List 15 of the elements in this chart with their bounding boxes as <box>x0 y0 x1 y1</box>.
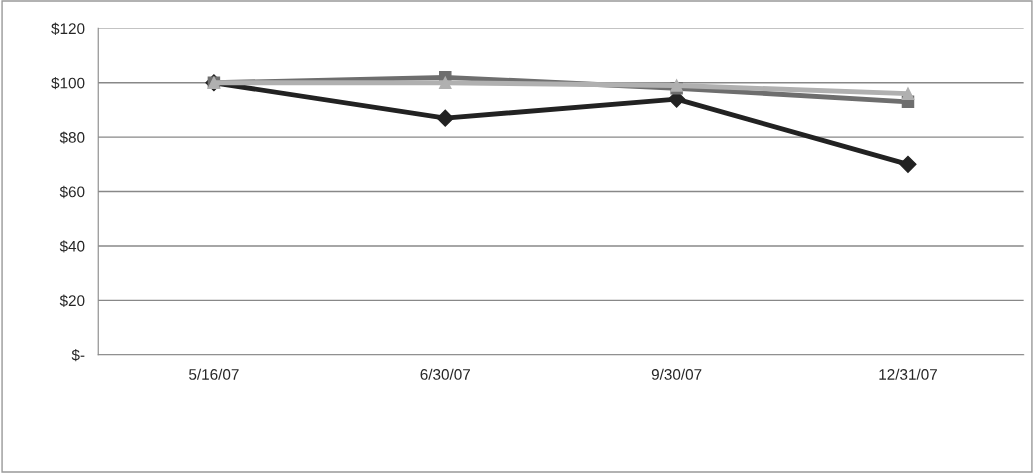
x-tick-label: 5/16/07 <box>189 368 239 380</box>
y-tick-label: $20 <box>59 294 85 307</box>
y-tick-label: $60 <box>59 185 85 199</box>
y-tick-label: $- <box>71 348 85 362</box>
point <box>436 109 454 127</box>
y-tick-label: $40 <box>59 240 85 253</box>
point <box>901 87 915 100</box>
y-tick-label: $100 <box>51 77 85 90</box>
x-tick-label: 9/30/07 <box>651 368 702 380</box>
y-tick-label: $120 <box>51 22 85 35</box>
x-tick-label: 6/30/07 <box>420 368 470 380</box>
point <box>899 155 917 173</box>
point <box>439 76 452 90</box>
y-tick-label: $80 <box>59 131 85 144</box>
x-tick-label: 12/31/07 <box>879 368 937 380</box>
